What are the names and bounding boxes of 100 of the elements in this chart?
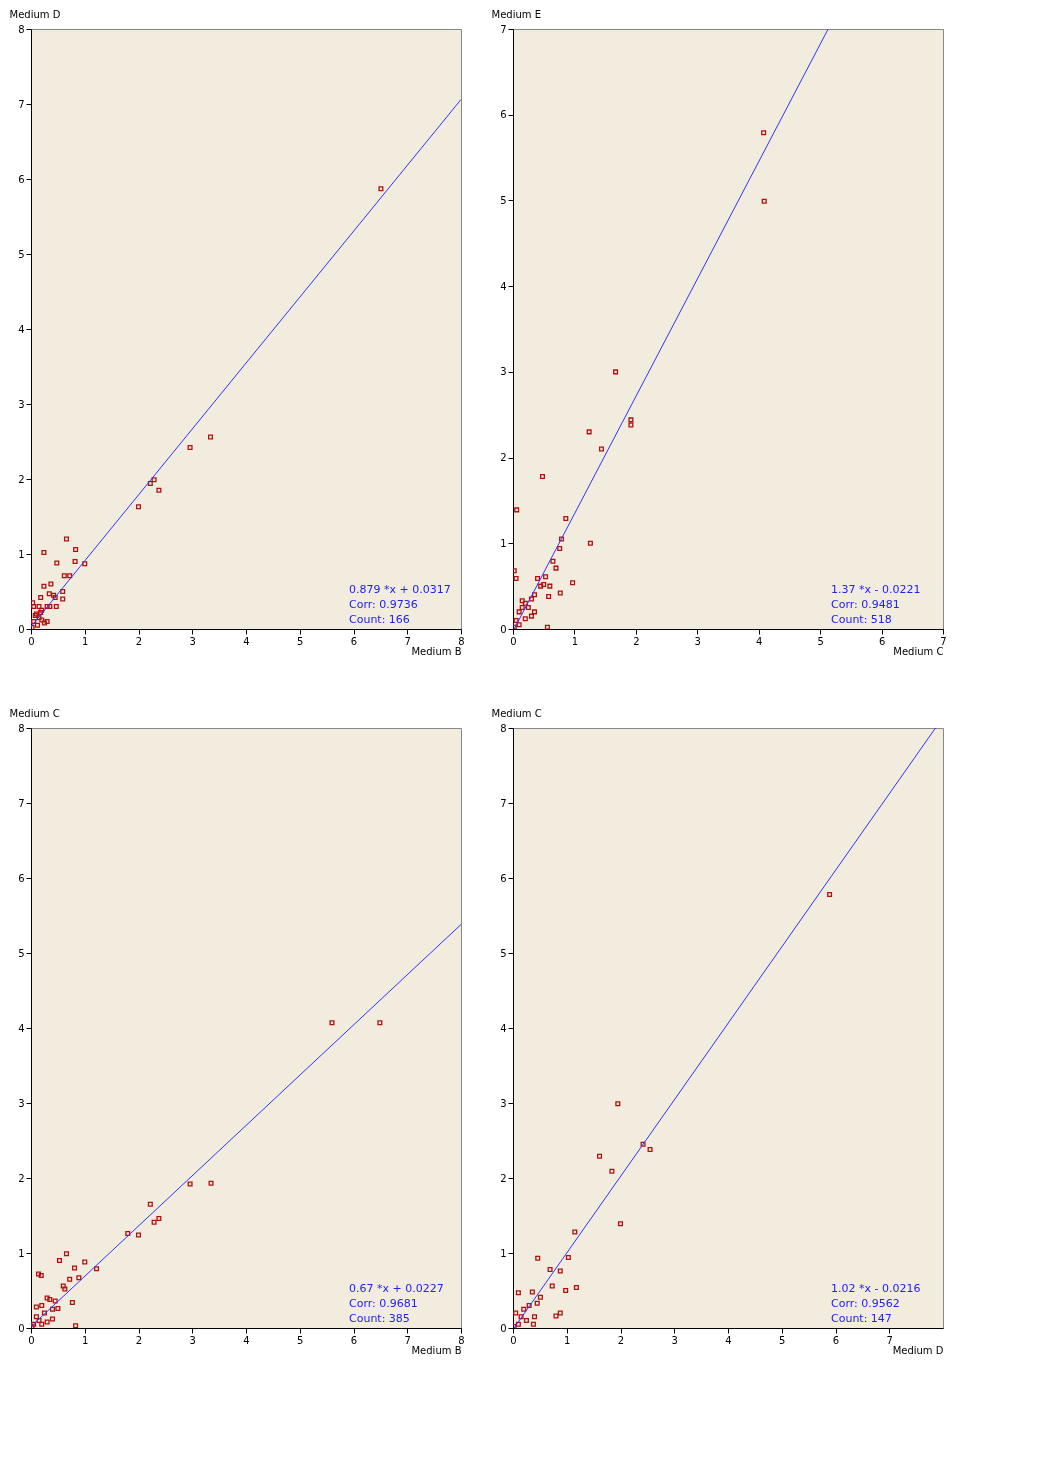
x-tick-label: 7 [404,1334,411,1346]
point [67,1276,73,1282]
point [377,1020,383,1026]
point [156,487,162,493]
point [156,1215,162,1222]
point [515,1290,521,1296]
y-tick-label: 4 [18,323,25,335]
point [60,596,66,602]
point [528,596,534,602]
point [73,1323,79,1328]
point [613,369,619,375]
x-tick-label: 0 [28,1334,35,1346]
y-tick-label: 8 [18,23,25,35]
x-tick-label: 4 [243,1334,250,1346]
point [82,1259,88,1265]
point [557,590,563,596]
y-tick-label: 6 [18,173,25,185]
y-tick-label: 3 [18,398,25,410]
point [549,1283,555,1289]
point [135,1232,142,1238]
point [531,1314,538,1320]
x-tick-label: 2 [617,1334,625,1346]
annotation: Corr: 0.9736 [349,598,418,611]
y-tick-label: 4 [500,280,507,292]
point [530,1321,536,1327]
point [647,1146,653,1153]
y-tick-label: 0 [18,1322,25,1334]
x-tick-label: 3 [694,635,701,647]
y-tick-label: 2 [500,1172,507,1184]
x-axis-title: Medium D [892,1344,944,1356]
x-tick-label: 1 [82,1334,89,1346]
point [535,1255,541,1261]
y-axis-title: Medium D [9,8,61,20]
point [628,417,634,423]
point [557,1310,563,1316]
point [151,1219,157,1225]
y-tick-label: 0 [500,623,507,635]
y-axis-title: Medium C [491,707,542,719]
y-tick-label: 5 [18,248,25,260]
point [553,1313,559,1319]
x-tick-label: 0 [510,1334,517,1346]
x-axis-title: Medium C [893,645,944,657]
y-tick-label: 3 [18,1097,25,1109]
point [61,573,67,579]
y-tick-label: 6 [18,872,25,884]
point [586,429,592,435]
x-tick-label: 8 [458,1334,465,1346]
x-tick-label: 1 [82,635,89,647]
x-tick-label: 4 [243,635,250,647]
point [513,1310,519,1316]
point [33,1304,39,1310]
point [48,581,54,587]
x-tick-label: 6 [350,1334,358,1346]
x-tick-label: 2 [633,635,640,647]
point [46,591,52,597]
y-tick-label: 4 [500,1022,507,1034]
y-tick-label: 4 [18,1022,25,1034]
point [609,1168,615,1174]
y-tick-label: 5 [18,947,25,959]
annotation: Count: 166 [349,613,410,626]
point [557,1268,563,1274]
annotation: Corr: 0.9562 [831,1297,900,1310]
y-tick-label: 8 [500,722,507,734]
y-tick-label: 0 [18,623,25,635]
annotation: Count: 147 [831,1312,892,1325]
y-tick-label: 1 [500,1247,507,1259]
x-tick-label: 3 [189,635,196,647]
annotation: 0.879 *x + 0.0317 [349,583,451,596]
point [513,568,517,574]
y-tick-label: 2 [500,452,507,464]
x-axis-title: Medium B [411,645,462,657]
y-tick-label: 1 [18,1247,25,1259]
point [62,1286,68,1292]
annotation: Corr: 0.9481 [831,598,900,611]
annotation: 0.67 *x + 0.0227 [349,1282,444,1295]
x-tick-label: 5 [817,635,824,647]
point [52,1298,58,1304]
annotation: Count: 518 [831,613,892,626]
x-tick-label: 0 [510,635,517,647]
point [72,1265,78,1271]
point [187,444,193,451]
x-tick-label: 4 [725,1334,732,1346]
point [63,1251,69,1257]
point [208,434,214,440]
x-tick-label: 4 [756,635,763,647]
point [516,609,522,615]
x-tick-label: 8 [458,635,465,647]
y-tick-label: 3 [500,1097,507,1109]
y-axis-title: Medium E [491,8,541,20]
x-tick-label: 3 [189,1334,196,1346]
x-tick-label: 1 [564,1334,571,1346]
point [72,558,78,565]
point [521,1306,527,1312]
point [55,1305,61,1312]
point [553,565,559,571]
point [39,1302,45,1309]
y-tick-label: 7 [500,797,507,809]
x-tick-label: 5 [779,1334,786,1346]
y-tick-label: 6 [500,109,507,121]
point [54,560,60,566]
